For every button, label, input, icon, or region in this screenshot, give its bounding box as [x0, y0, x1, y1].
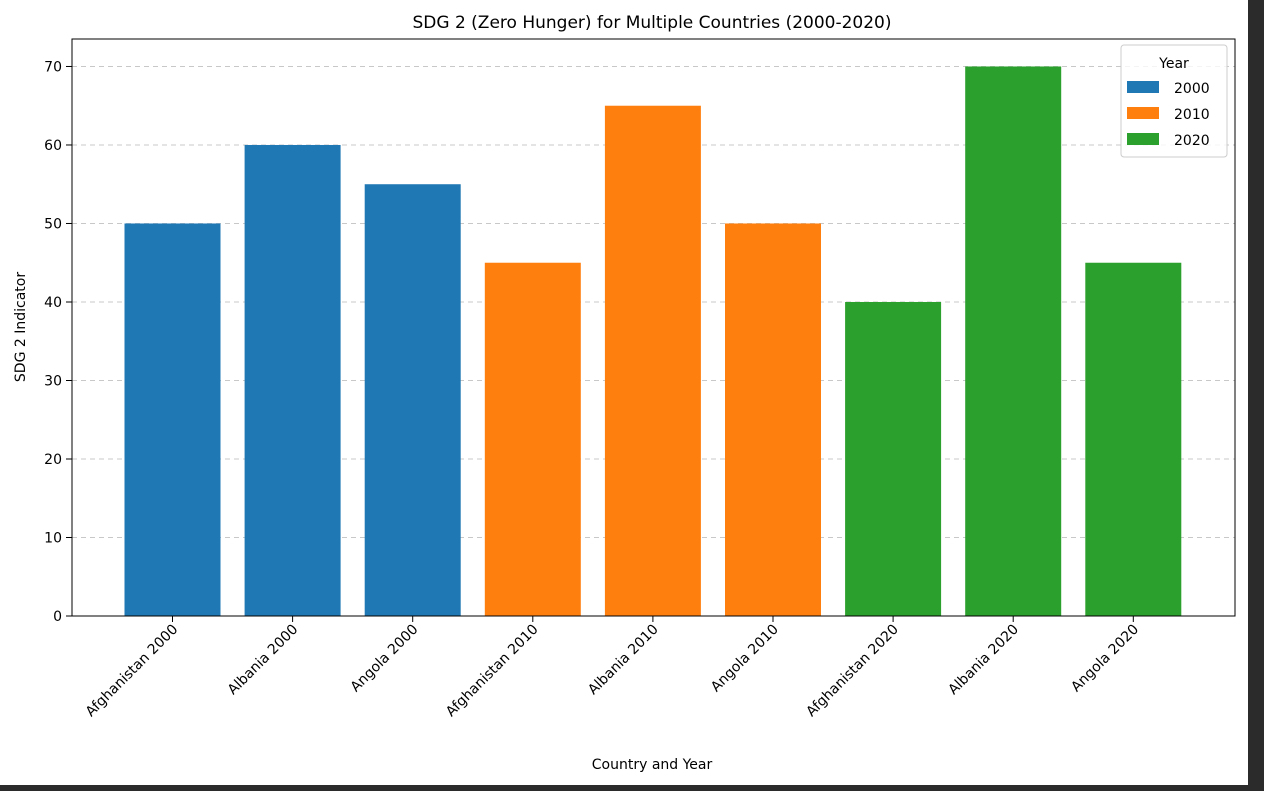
- legend-swatch: [1127, 107, 1159, 119]
- y-tick-label: 10: [44, 530, 62, 546]
- legend: Year 2000 2010 2020: [1120, 44, 1228, 158]
- legend-swatch: [1127, 133, 1159, 145]
- chart-svg: SDG 2 (Zero Hunger) for Multiple Countri…: [13, 13, 1236, 773]
- bar: [1085, 262, 1182, 616]
- x-tick-label: Afghanistan 2020: [803, 622, 902, 721]
- bar: [244, 144, 341, 616]
- x-tick-label: Albania 2020: [945, 622, 1022, 699]
- legend-label: 2020: [1174, 133, 1210, 149]
- x-tick-label: Angola 2000: [348, 622, 422, 696]
- bar: [364, 184, 461, 616]
- y-axis-label: SDG 2 Indicator: [13, 272, 29, 382]
- axes-layer: [71, 38, 1236, 617]
- y-tick-label: 60: [44, 138, 62, 154]
- y-tick-label: 50: [44, 216, 62, 232]
- legend-label: 2010: [1174, 107, 1210, 123]
- bar: [965, 66, 1062, 616]
- x-tick-label: Afghanistan 2000: [83, 622, 182, 721]
- x-ticks: Afghanistan 2000 Albania 2000 Angola 2000 A…: [83, 616, 1142, 720]
- bar: [604, 105, 701, 616]
- bar: [845, 301, 942, 616]
- legend-entries: 2000 2010 2020: [1127, 81, 1210, 149]
- y-ticks: 0 10 20 30 40 50 60 70: [44, 59, 72, 625]
- x-tick-label: Angola 2020: [1068, 622, 1142, 696]
- bar: [484, 262, 581, 616]
- legend-box: [1120, 44, 1228, 158]
- chart-figure: SDG 2 (Zero Hunger) for Multiple Countri…: [0, 0, 1248, 785]
- bar: [725, 223, 821, 617]
- x-tick-label: Angola 2010: [708, 622, 782, 696]
- x-tick-label: Afghanistan 2010: [443, 622, 542, 721]
- y-tick-label: 0: [53, 609, 62, 625]
- y-tick-label: 20: [44, 452, 62, 468]
- x-tick-label: Albania 2010: [585, 622, 662, 699]
- y-tick-label: 40: [44, 295, 62, 311]
- x-axis-label: Country and Year: [592, 757, 713, 773]
- legend-label: 2000: [1174, 81, 1210, 97]
- x-tick-label: Albania 2000: [225, 622, 302, 699]
- bars-layer: [124, 66, 1182, 617]
- plot-frame: [71, 38, 1236, 617]
- legend-swatch: [1127, 81, 1159, 93]
- bar: [124, 223, 221, 617]
- y-tick-label: 70: [44, 59, 62, 75]
- chart-title: SDG 2 (Zero Hunger) for Multiple Countri…: [413, 13, 892, 33]
- y-tick-label: 30: [44, 373, 62, 389]
- legend-title: Year: [1158, 56, 1189, 72]
